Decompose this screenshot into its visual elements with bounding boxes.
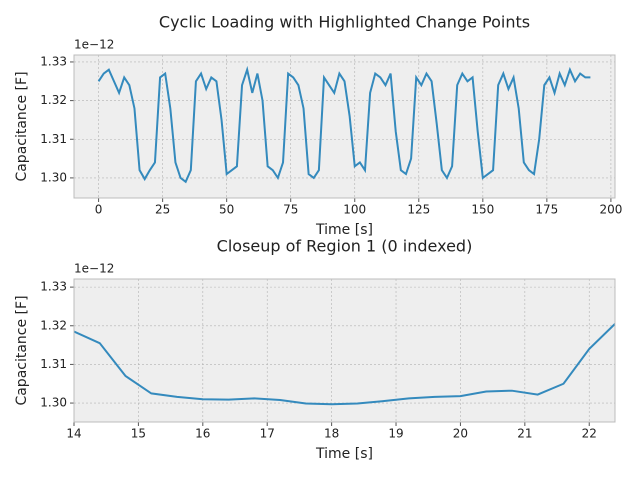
x-tick-label: 15 (131, 427, 146, 441)
chart-title: Cyclic Loading with Highlighted Change P… (159, 13, 530, 32)
x-tick-label: 75 (283, 203, 298, 217)
y-axis-label: Capacitance [F] (14, 295, 30, 405)
x-tick-label: 14 (66, 427, 81, 441)
chart-title: Closeup of Region 1 (0 indexed) (217, 237, 473, 256)
x-tick-label: 16 (195, 427, 210, 441)
y-tick-label: 1.31 (40, 357, 67, 371)
y-tick-label: 1.30 (40, 170, 67, 184)
axes-background (74, 279, 615, 422)
x-tick-label: 20 (453, 427, 468, 441)
axes-frame (73, 278, 616, 423)
y-axis-label: Capacitance [F] (14, 71, 30, 181)
x-tick-label: 0 (95, 203, 103, 217)
offset-text: 1e−12 (74, 38, 114, 52)
x-tick-label: 21 (517, 427, 532, 441)
x-tick-label: 150 (471, 203, 494, 217)
y-tick-label: 1.33 (40, 54, 67, 68)
y-tick-label: 1.30 (40, 396, 67, 410)
x-tick-label: 175 (535, 203, 558, 217)
x-tick-label: 100 (343, 203, 366, 217)
y-tick-label: 1.31 (40, 132, 67, 146)
y-tick-label: 1.32 (40, 93, 67, 107)
x-tick-label: 18 (324, 427, 339, 441)
x-tick-label: 125 (407, 203, 430, 217)
x-tick-label: 50 (219, 203, 234, 217)
axes-frame (73, 54, 616, 199)
x-tick-label: 25 (155, 203, 170, 217)
y-tick-label: 1.33 (40, 280, 67, 294)
axes-background (74, 55, 615, 198)
x-tick-label: 17 (260, 427, 275, 441)
y-tick-label: 1.32 (40, 318, 67, 332)
x-tick-label: 200 (599, 203, 622, 217)
x-tick-label: 22 (582, 427, 597, 441)
data-line (97, 65, 591, 184)
offset-text: 1e−12 (74, 262, 114, 276)
x-axis-label: Time [s] (315, 446, 373, 462)
data-line (74, 323, 615, 406)
x-axis-label: Time [s] (315, 222, 373, 238)
x-tick-label: 19 (388, 427, 403, 441)
